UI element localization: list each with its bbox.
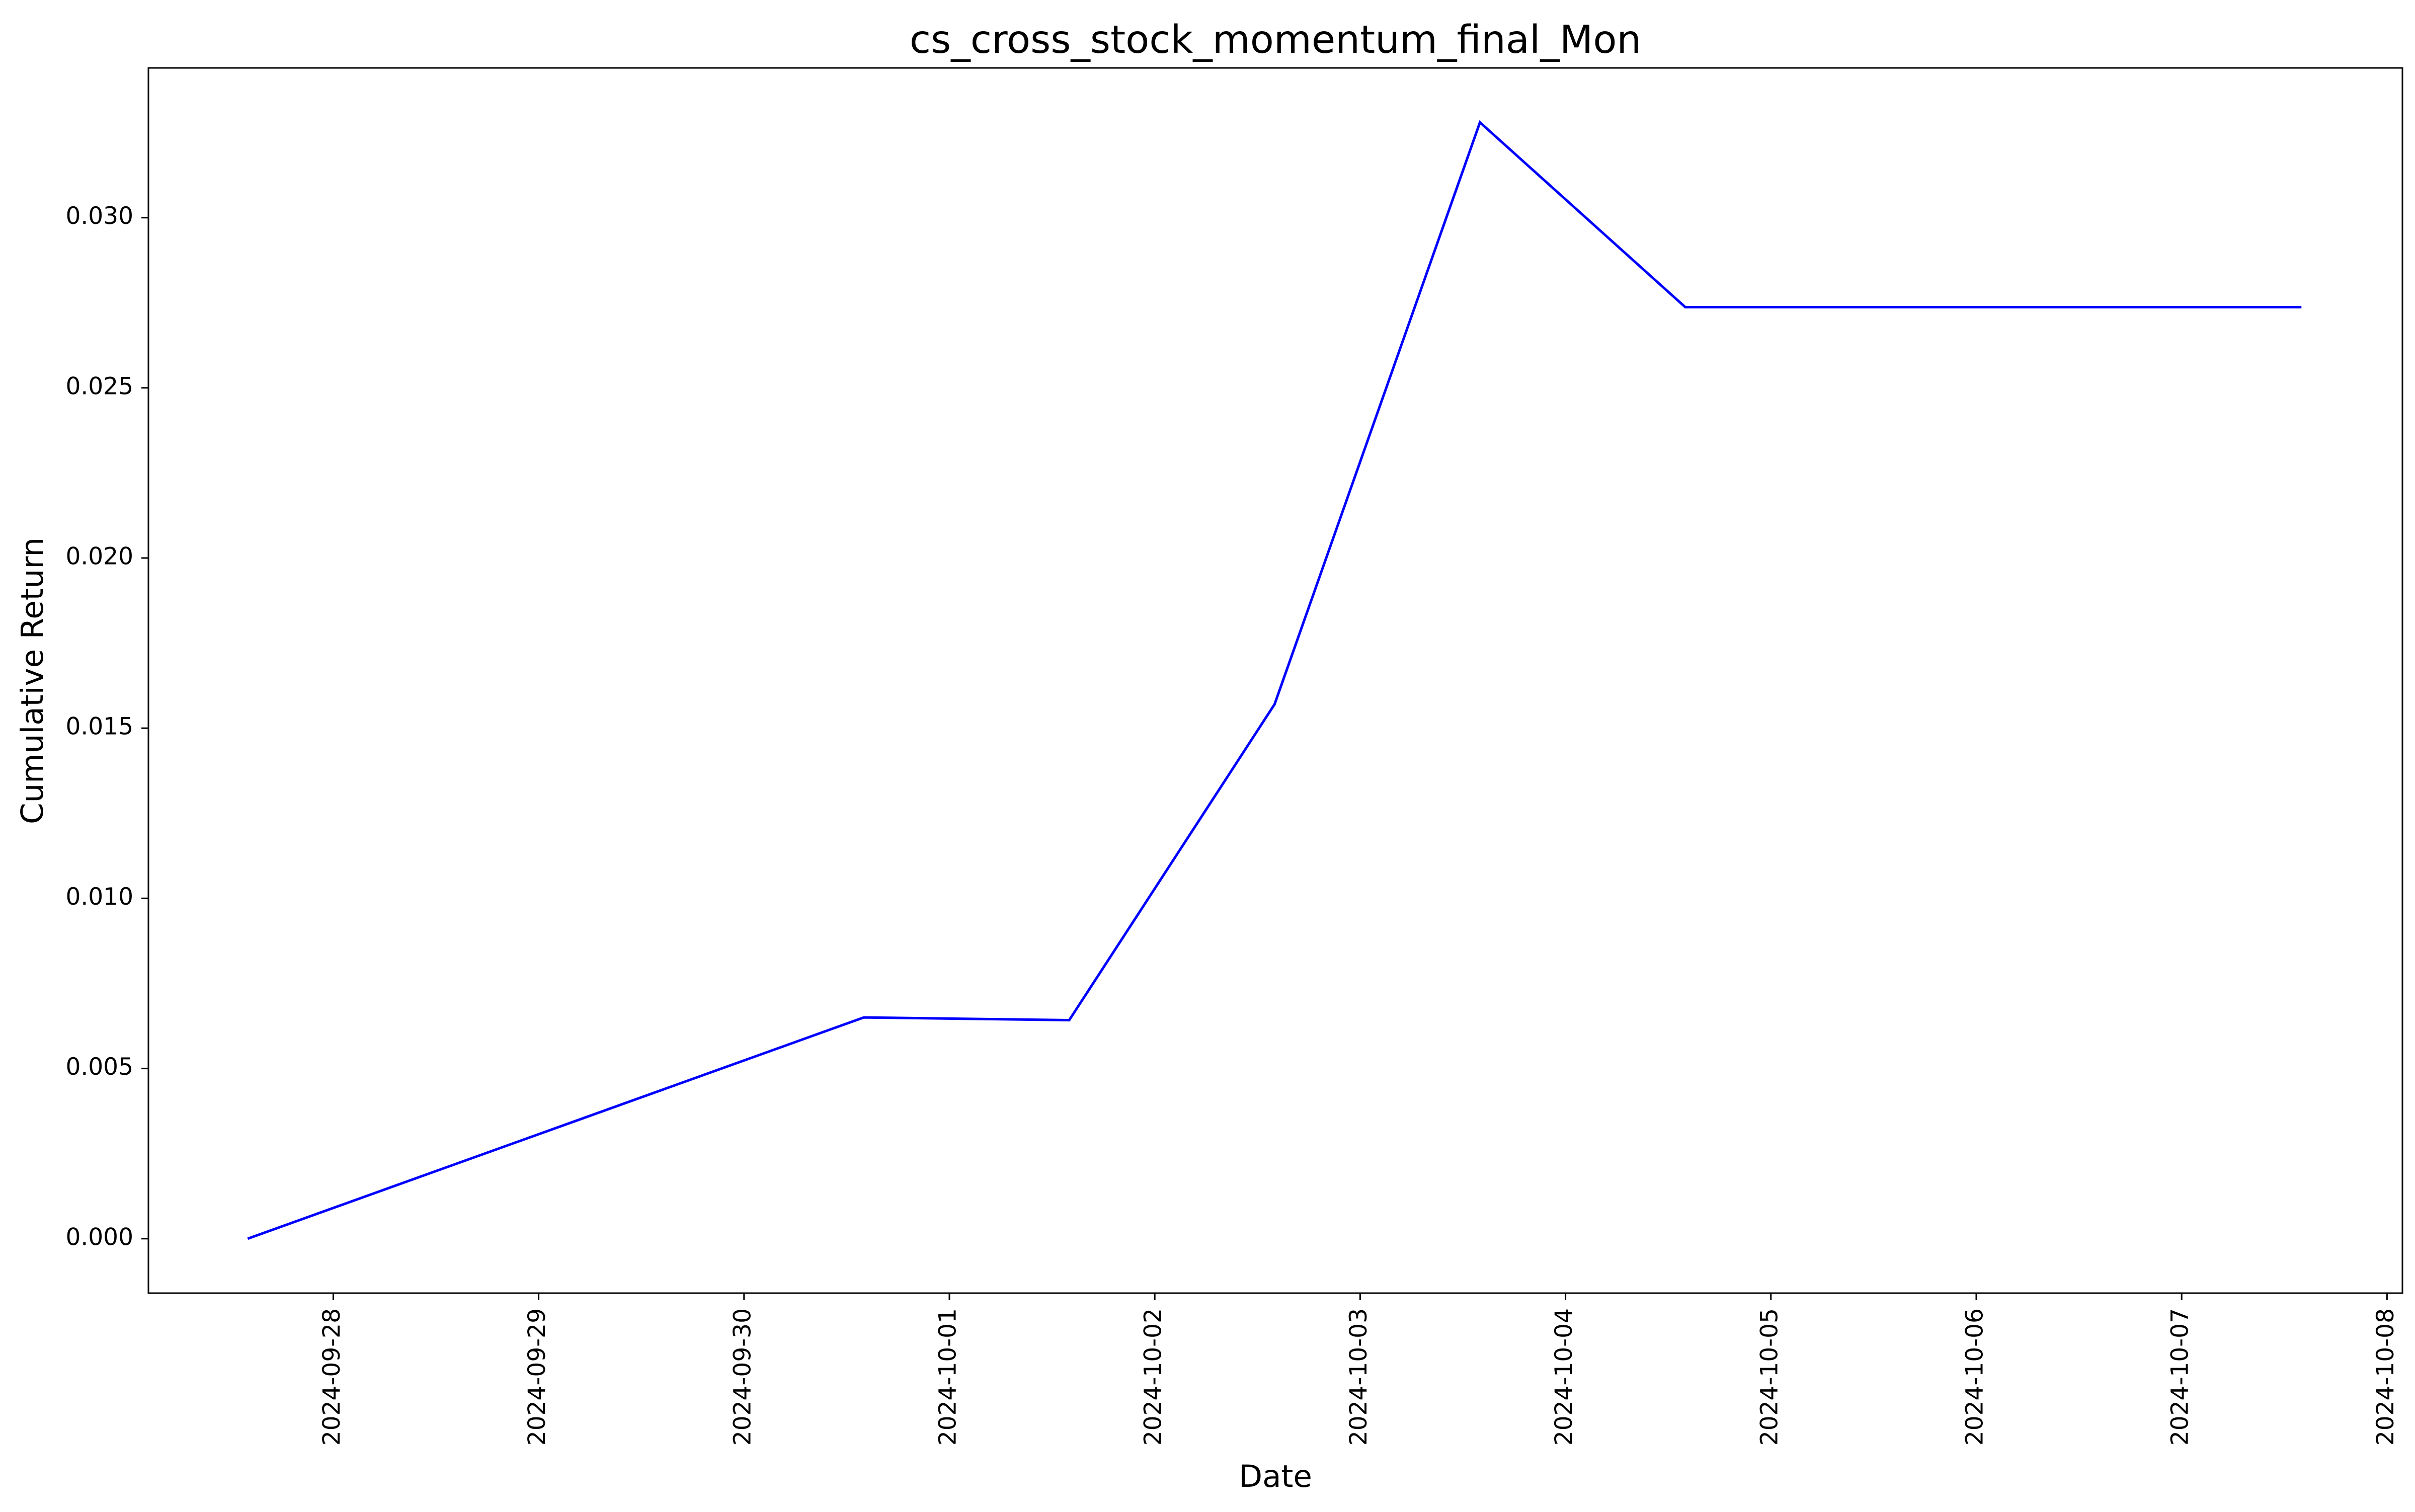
x-axis: 2024-09-28 2024-09-29 2024-09-30 2024-10-01…	[318, 1293, 2399, 1446]
y-tick-label: 0.020	[65, 543, 133, 571]
y-axis-label: Cumulative Return	[15, 537, 50, 824]
y-tick-label: 0.005	[65, 1053, 133, 1081]
y-tick-label: 0.030	[65, 202, 133, 230]
x-tick-label: 2024-10-01	[934, 1308, 961, 1446]
x-tick-label: 2024-09-30	[729, 1308, 756, 1446]
x-tick-label: 2024-09-29	[523, 1308, 551, 1446]
series-layer	[247, 120, 2302, 1240]
x-axis-label: Date	[1239, 1459, 1312, 1494]
x-tick-label: 2024-10-08	[2372, 1308, 2399, 1446]
x-tick-label: 2024-10-02	[1140, 1308, 1167, 1446]
x-tick-label: 2024-10-04	[1550, 1308, 1578, 1446]
y-axis: 0.000 0.005 0.010 0.015 0.020 0.025 0.030	[65, 202, 148, 1251]
plot-frame	[147, 67, 2403, 1294]
y-tick-label: 0.015	[65, 713, 133, 741]
chart-title: cs_cross_stock_momentum_final_Mon	[910, 18, 1641, 62]
x-tick-label: 2024-10-05	[1755, 1308, 1783, 1446]
x-tick-label: 2024-10-06	[1961, 1308, 1988, 1446]
y-tick-label: 0.010	[65, 883, 133, 911]
x-tick-label: 2024-10-07	[2166, 1308, 2194, 1446]
x-tick-label: 2024-09-28	[318, 1308, 346, 1446]
y-tick-label: 0.000	[65, 1223, 133, 1251]
x-tick-label: 2024-10-03	[1345, 1308, 1373, 1446]
y-tick-label: 0.025	[65, 372, 133, 400]
series-line	[247, 120, 2302, 1240]
